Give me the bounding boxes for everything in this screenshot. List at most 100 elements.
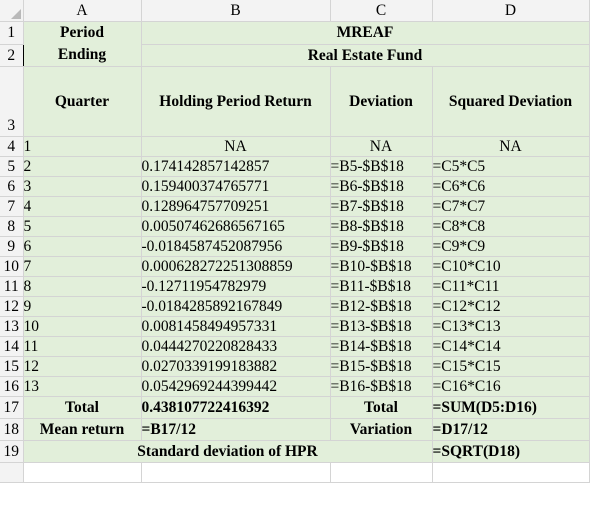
cell-c6[interactable]: =B6-$B$18	[329, 176, 433, 197]
cell-b11[interactable]: -0.12711954782979	[140, 276, 331, 297]
cell-b6[interactable]: 0.159400374765771	[140, 176, 331, 197]
column-header-a[interactable]: A	[23, 0, 142, 22]
row-header-1[interactable]: 1	[0, 21, 24, 45]
cell-a12[interactable]: 9	[22, 296, 142, 317]
cell-c11[interactable]: =B11-$B$18	[329, 276, 433, 297]
row-header-11[interactable]: 11	[0, 276, 24, 297]
cell-b10[interactable]: 0.000628272251308859	[140, 256, 331, 277]
row-header-17[interactable]: 17	[0, 396, 24, 419]
cell-b1-mreaf[interactable]: MREAF	[140, 21, 590, 45]
row-header-15[interactable]: 15	[0, 356, 24, 377]
cell-c13[interactable]: =B13-$B$18	[329, 316, 433, 337]
cell-d11[interactable]: =C11*C11	[431, 276, 590, 297]
cell-a18-mean-return-label[interactable]: Mean return	[22, 418, 142, 441]
cell-c3-deviation[interactable]: Deviation	[329, 66, 433, 137]
row-header-16[interactable]: 16	[0, 376, 24, 397]
cell-c15[interactable]: =B15-$B$18	[329, 356, 433, 377]
row-header-5[interactable]: 5	[0, 156, 24, 177]
cell-a19-stdev-label[interactable]: Standard deviation of HPR	[22, 440, 433, 463]
cell-d3-squared-deviation[interactable]: Squared Deviation	[431, 66, 590, 137]
cell-d6[interactable]: =C6*C6	[431, 176, 590, 197]
row-header-18[interactable]: 18	[0, 418, 24, 441]
cell-d14[interactable]: =C14*C14	[431, 336, 590, 357]
cell-a13[interactable]: 10	[22, 316, 142, 337]
cell-b18-mean-formula[interactable]: =B17/12	[140, 418, 331, 441]
cell-d7[interactable]: =C7*C7	[431, 196, 590, 217]
cell-d5[interactable]: =C5*C5	[431, 156, 590, 177]
cell-d15[interactable]: =C15*C15	[431, 356, 590, 377]
row-header-20[interactable]	[0, 462, 24, 483]
cell-b2-real-estate-fund[interactable]: Real Estate Fund	[140, 44, 590, 67]
cell-a1-period-ending[interactable]: Period Ending	[22, 21, 142, 67]
column-header-c[interactable]: C	[330, 0, 433, 22]
row-header-2[interactable]: 2	[0, 44, 24, 67]
cell-d8[interactable]: =C8*C8	[431, 216, 590, 237]
cell-c10[interactable]: =B10-$B$18	[329, 256, 433, 277]
cell-a20[interactable]	[23, 462, 142, 483]
row-header-14[interactable]: 14	[0, 336, 24, 357]
cell-d10[interactable]: =C10*C10	[431, 256, 590, 277]
row-header-12[interactable]: 12	[0, 296, 24, 317]
cell-c5[interactable]: =B5-$B$18	[329, 156, 433, 177]
cell-b15[interactable]: 0.0270339199183882	[140, 356, 331, 377]
cell-d19-stdev-formula[interactable]: =SQRT(D18)	[431, 440, 590, 463]
row-header-19[interactable]: 19	[0, 440, 24, 463]
cell-a4[interactable]: 1	[22, 136, 142, 157]
cell-d9[interactable]: =C9*C9	[431, 236, 590, 257]
cell-a16[interactable]: 13	[22, 376, 142, 397]
cell-c16[interactable]: =B16-$B$18	[329, 376, 433, 397]
cell-a11[interactable]: 8	[22, 276, 142, 297]
cell-b13[interactable]: 0.0081458494957331	[140, 316, 331, 337]
cell-b9[interactable]: -0.0184587452087956	[140, 236, 331, 257]
cell-d13[interactable]: =C13*C13	[431, 316, 590, 337]
cell-a17-total-label[interactable]: Total	[22, 396, 142, 419]
cell-b17-total-value[interactable]: 0.438107722416392	[140, 396, 331, 419]
cell-d18-variation-formula[interactable]: =D17/12	[431, 418, 590, 441]
cell-a10[interactable]: 7	[22, 256, 142, 277]
cell-c8[interactable]: =B8-$B$18	[329, 216, 433, 237]
cell-c18-variation-label[interactable]: Variation	[329, 418, 433, 441]
row-header-9[interactable]: 9	[0, 236, 24, 257]
cell-a14[interactable]: 11	[22, 336, 142, 357]
cell-c17-total-label[interactable]: Total	[329, 396, 433, 419]
cell-c20[interactable]	[330, 462, 433, 483]
cell-a5[interactable]: 2	[22, 156, 142, 177]
cell-b12[interactable]: -0.0184285892167849	[140, 296, 331, 317]
row-header-13[interactable]: 13	[0, 316, 24, 337]
column-header-d[interactable]: D	[432, 0, 590, 22]
cell-b7[interactable]: 0.128964757709251	[140, 196, 331, 217]
row-header-10[interactable]: 10	[0, 256, 24, 277]
cell-c14[interactable]: =B14-$B$18	[329, 336, 433, 357]
cell-a8[interactable]: 5	[22, 216, 142, 237]
cell-a7[interactable]: 4	[22, 196, 142, 217]
row-header-3[interactable]: 3	[0, 66, 24, 137]
cell-b5[interactable]: 0.174142857142857	[140, 156, 331, 177]
cell-c9[interactable]: =B9-$B$18	[329, 236, 433, 257]
cell-d20[interactable]	[432, 462, 590, 483]
cell-d4[interactable]: NA	[431, 136, 590, 157]
cell-b14[interactable]: 0.0444270220828433	[140, 336, 331, 357]
cell-c4[interactable]: NA	[329, 136, 433, 157]
cell-b16[interactable]: 0.0542969244399442	[140, 376, 331, 397]
row-header-6[interactable]: 6	[0, 176, 24, 197]
cell-c12[interactable]: =B12-$B$18	[329, 296, 433, 317]
row-header-7[interactable]: 7	[0, 196, 24, 217]
row-header-8[interactable]: 8	[0, 216, 24, 237]
cell-b20[interactable]	[141, 462, 331, 483]
cell-d16[interactable]: =C16*C16	[431, 376, 590, 397]
cell-b3-holding-period-return[interactable]: Holding Period Return	[140, 66, 331, 137]
cell-b4[interactable]: NA	[140, 136, 331, 157]
row-header-4[interactable]: 4	[0, 136, 24, 157]
cell-a15[interactable]: 12	[22, 356, 142, 377]
cell-d17-total-formula[interactable]: =SUM(D5:D16)	[431, 396, 590, 419]
cell-a6[interactable]: 3	[22, 176, 142, 197]
cell-b8[interactable]: 0.00507462686567165	[140, 216, 331, 237]
cell-c7[interactable]: =B7-$B$18	[329, 196, 433, 217]
cell-d12[interactable]: =C12*C12	[431, 296, 590, 317]
select-all-corner[interactable]	[0, 0, 24, 22]
cell-a3-quarter[interactable]: Quarter	[22, 66, 142, 137]
column-header-b[interactable]: B	[141, 0, 331, 22]
cell-a9[interactable]: 6	[22, 236, 142, 257]
spreadsheet-grid: A B C D 1 Period Ending MREAF 2 Real Est…	[0, 0, 590, 483]
